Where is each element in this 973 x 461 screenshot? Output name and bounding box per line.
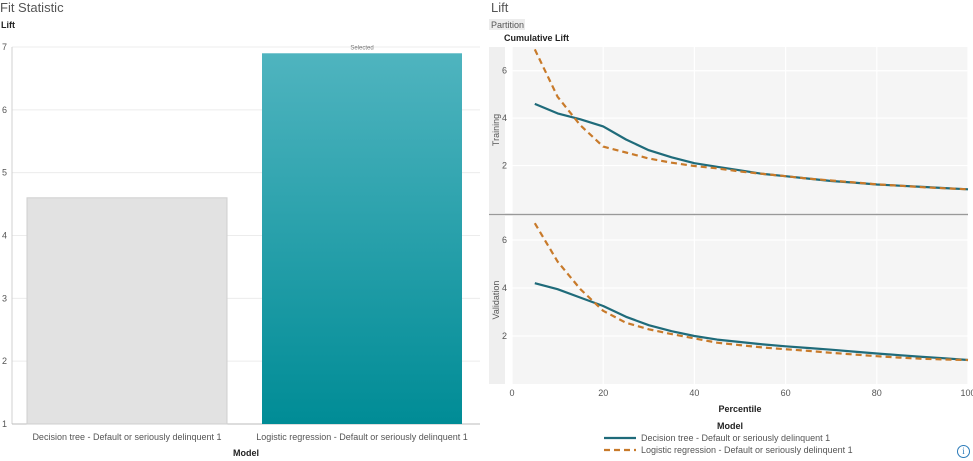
facet-plot-area: [512, 216, 968, 384]
lift-xlabel: Percentile: [718, 404, 761, 414]
facet-ytick-label: 2: [502, 161, 507, 171]
partition-label: Partition: [491, 20, 524, 30]
legend-entry: Logistic regression - Default or serious…: [641, 445, 853, 455]
facet-ytick-label: 6: [502, 235, 507, 245]
facet-plot-area: [512, 47, 968, 213]
facet-ytick-label: 4: [502, 113, 507, 123]
facet-strip: [489, 47, 505, 213]
legend-entry: Decision tree - Default or seriously del…: [641, 433, 830, 443]
validation-series-decision-tree: [534, 282, 969, 362]
lift-xtick-label: 60: [781, 388, 791, 398]
bar-ytick-label: 3: [2, 293, 7, 303]
training-series-logistic-regression: [533, 48, 969, 191]
facet-label: Training: [491, 114, 501, 146]
bar-2: [262, 53, 462, 425]
lift-xtick-label: 80: [872, 388, 882, 398]
selected-annotation: Selected: [350, 45, 373, 51]
bar-ylabel: Lift: [1, 20, 15, 30]
legend-title: Model: [717, 421, 743, 431]
bar-1: [26, 197, 228, 425]
lift-title: Lift: [491, 0, 509, 15]
facet-ytick-label: 2: [502, 331, 507, 341]
fit-statistic-title: Fit Statistic: [0, 0, 64, 15]
bar-ytick-label: 5: [2, 168, 7, 178]
facet-strip: [489, 216, 505, 384]
lift-xtick-label: 100: [960, 388, 973, 398]
facet-label: Validation: [491, 281, 501, 320]
bar-category-label: Decision tree - Default or seriously del…: [32, 432, 221, 442]
info-icon[interactable]: i: [957, 445, 970, 458]
validation-series-logistic-regression: [533, 222, 969, 362]
bar-ytick-label: 1: [2, 419, 7, 429]
bar-ytick-label: 6: [2, 105, 7, 115]
bar-ytick-label: 4: [2, 231, 7, 241]
bar-ytick-label: 2: [2, 356, 7, 366]
lift-chart-title: Cumulative Lift: [504, 33, 569, 43]
lift-xtick-label: 40: [689, 388, 699, 398]
bar-category-label: Logistic regression - Default or serious…: [256, 432, 468, 442]
lift-xtick-label: 0: [509, 388, 514, 398]
lift-xtick-label: 20: [598, 388, 608, 398]
facet-ytick-label: 4: [502, 283, 507, 293]
bar-ytick-label: 7: [2, 42, 7, 52]
bar-xlabel: Model: [233, 448, 259, 458]
partition-tab: [489, 19, 525, 30]
facet-ytick-label: 6: [502, 66, 507, 76]
